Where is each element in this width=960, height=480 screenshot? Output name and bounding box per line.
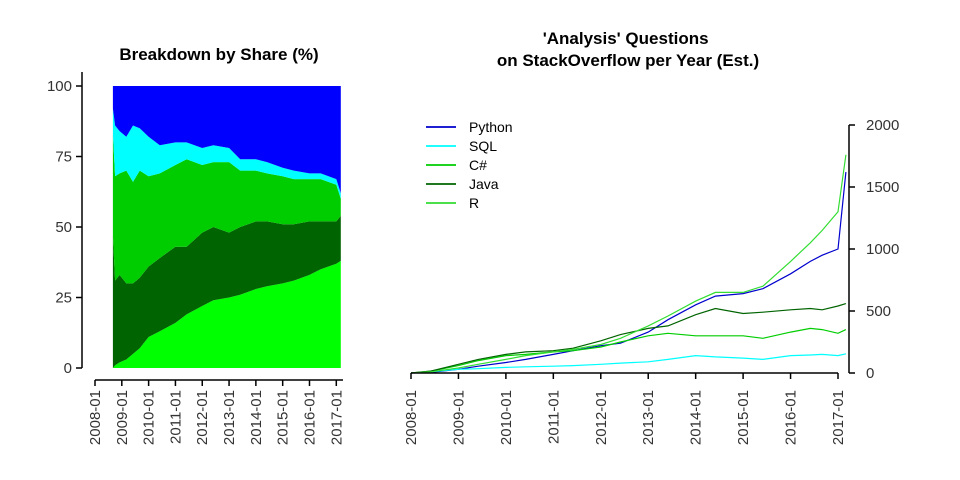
left-x-tick-label: 2016-01 (301, 390, 318, 445)
legend-label: C# (469, 157, 487, 173)
left-x-tick-label: 2013-01 (221, 390, 238, 445)
left-x-tick-label: 2017-01 (328, 390, 345, 445)
right-chart-title-line-1: 'Analysis' Questions (543, 29, 709, 48)
series-line-sql (410, 353, 847, 374)
series-line-c- (410, 327, 847, 374)
series-line-python (410, 172, 847, 374)
right-chart-plot (410, 154, 847, 374)
legend-label: Python (469, 119, 513, 135)
left-y-tick-label: 75 (55, 149, 72, 166)
share-area-3 (112, 108, 341, 199)
left-y-tick-label: 50 (55, 219, 72, 236)
right-x-tick-label: 2010-01 (498, 390, 515, 445)
left-chart-plot (112, 86, 341, 368)
left-x-tick-label: 2008-01 (87, 390, 104, 445)
right-chart-legend: Python SQL C# Java R (426, 119, 513, 211)
right-chart-axes: 0 500 1000 1500 2000 2008-01 2009-01 2010-01 201… (403, 117, 899, 445)
left-x-tick-label: 2011-01 (167, 390, 184, 444)
left-x-tick-label: 2009-01 (114, 390, 131, 445)
left-y-tick-label: 25 (55, 290, 72, 307)
right-chart-title: 'Analysis' Questions on StackOverflow pe… (497, 29, 759, 70)
legend-label: R (469, 195, 479, 211)
left-x-tick-label: 2010-01 (141, 390, 158, 445)
left-x-tick-label: 2014-01 (248, 390, 265, 445)
series-line-r (410, 154, 847, 374)
right-x-tick-label: 2014-01 (688, 390, 705, 445)
right-y-tick-label: 0 (866, 365, 874, 382)
right-x-tick-label: 2016-01 (783, 390, 800, 445)
left-chart-axes: 0 25 50 75 100 2008-01 2009-01 2010-01 2011-01 20… (47, 72, 345, 445)
right-x-tick-label: 2009-01 (450, 390, 467, 445)
right-y-tick-label: 2000 (866, 117, 899, 134)
left-chart-title: Breakdown by Share (%) (119, 45, 318, 64)
left-x-tick-label: 2015-01 (275, 390, 292, 445)
right-x-tick-label: 2012-01 (593, 390, 610, 445)
left-y-tick-label: 0 (64, 360, 72, 377)
right-x-tick-label: 2011-01 (545, 390, 562, 444)
legend-label: Java (469, 176, 499, 192)
right-x-tick-label: 2013-01 (640, 390, 657, 445)
right-y-tick-label: 1000 (866, 241, 899, 258)
right-x-tick-label: 2015-01 (735, 390, 752, 445)
share-area-0 (112, 260, 341, 368)
right-x-tick-label: 2017-01 (830, 390, 847, 445)
share-area-4 (112, 86, 341, 194)
share-area-2 (112, 133, 341, 284)
right-chart-title-line-2: on StackOverflow per Year (Est.) (497, 51, 759, 70)
share-area-1 (112, 215, 341, 368)
legend-label: SQL (469, 138, 497, 154)
series-line-java (410, 303, 847, 374)
left-y-tick-label: 100 (47, 78, 72, 95)
left-x-tick-label: 2012-01 (194, 390, 211, 445)
right-y-tick-label: 500 (866, 303, 891, 320)
right-y-tick-label: 1500 (866, 179, 899, 196)
right-x-tick-label: 2008-01 (403, 390, 420, 445)
